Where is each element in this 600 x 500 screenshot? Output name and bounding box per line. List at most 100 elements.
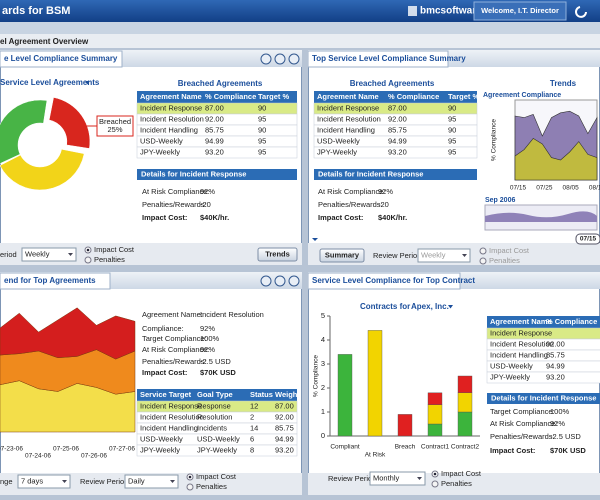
radio[interactable] (479, 247, 487, 255)
welcome-box (473, 1, 567, 21)
select-box[interactable] (417, 248, 471, 263)
label: 87.00 (205, 103, 224, 112)
label: Monthly (373, 473, 400, 482)
label: Incident Handling (140, 423, 198, 432)
panel-icon[interactable] (260, 53, 272, 65)
label: USD-Weekly (197, 434, 240, 443)
label: Target Compliance: (142, 334, 207, 343)
label: Review Period (80, 477, 128, 486)
label: Details for Incident Response (141, 169, 246, 178)
logo-icon (408, 6, 417, 16)
label: 92% (378, 187, 393, 196)
label: JPY-Weekly (140, 445, 180, 454)
bar (457, 392, 473, 413)
radio[interactable] (479, 257, 487, 265)
select-box[interactable] (124, 474, 179, 489)
select-box[interactable] (21, 247, 77, 262)
label: 3 (321, 359, 325, 368)
bar (427, 423, 443, 437)
panel-tab (0, 272, 111, 290)
label: Impact Cost (489, 246, 530, 255)
panel-icon[interactable] (274, 275, 286, 287)
label: 4 (321, 335, 325, 344)
label: Agreement Name: (142, 310, 203, 319)
panel-icon[interactable] (288, 53, 300, 65)
panel-tab (0, 50, 123, 68)
label: Summary (325, 250, 360, 259)
dropdown-arrow[interactable] (448, 305, 453, 309)
label: 92.00 (388, 114, 407, 123)
label: 07-26-06 (81, 453, 107, 460)
dropdown-arrow[interactable] (85, 81, 90, 85)
bar (427, 392, 443, 406)
label: -2.5 USD (550, 432, 581, 441)
label: 92% (550, 419, 565, 428)
details-header (487, 393, 600, 404)
label: Weekly (25, 249, 50, 258)
label: 92.00 (546, 339, 565, 348)
label: Details for Incident Response (491, 393, 596, 402)
breadcrumb-bar (0, 34, 600, 48)
label: 87.00 (388, 103, 407, 112)
panel-icon[interactable] (288, 275, 300, 287)
label: 85.75 (546, 350, 565, 359)
label: 07/25 (536, 185, 553, 192)
button[interactable] (257, 247, 298, 262)
label: Review Period (328, 474, 376, 483)
label: Incidents (197, 423, 227, 432)
label: 90 (448, 125, 456, 134)
slider[interactable] (575, 233, 600, 245)
label: $70K USD (200, 368, 236, 377)
label: Breached Agreements (178, 79, 263, 88)
select-box[interactable] (17, 474, 71, 489)
label: 85.75 (275, 423, 294, 432)
label: Impact Cost: (142, 368, 187, 377)
select-box[interactable] (369, 471, 426, 486)
panel-icon[interactable] (260, 275, 272, 287)
label: Apex, Inc. (411, 302, 449, 311)
label: % Compliance (205, 92, 256, 101)
label: 95 (448, 136, 456, 145)
label: -2.5 USD (200, 357, 231, 366)
panel-icon[interactable] (274, 53, 286, 65)
label: Service Level Compliance for Top Contrac… (312, 276, 475, 285)
trend-area (514, 138, 598, 181)
label: 92.00 (275, 412, 294, 421)
label: 93.20 (275, 445, 294, 454)
panel: e Level Compliance Summary Service Level … (0, 50, 302, 265)
table-header (487, 316, 600, 328)
button[interactable] (319, 248, 365, 263)
label: Incident Resolution (317, 114, 381, 123)
table-header (314, 91, 477, 103)
label: 25% (107, 125, 122, 134)
label: 07-27-06 (109, 446, 135, 453)
panel: Service Level Compliance for Top Contrac… (308, 272, 600, 495)
label: -20 (378, 200, 389, 209)
label: JPY-Weekly (490, 372, 530, 381)
select-arrow (62, 480, 67, 483)
radio[interactable] (431, 480, 439, 488)
label: Service Level Agreements (0, 78, 100, 87)
radio-dot (86, 248, 90, 252)
donut-segment (0, 148, 85, 191)
label: 14 (250, 423, 258, 432)
select-arrow (68, 253, 73, 256)
radio[interactable] (84, 256, 92, 264)
label: Daily (128, 476, 145, 485)
label: Breach (395, 444, 416, 451)
label: 95 (258, 114, 266, 123)
label: Penalties/Rewards: (318, 200, 383, 209)
label: Weekly (421, 250, 446, 259)
table-row (313, 146, 478, 159)
label: 5 (321, 311, 325, 320)
refresh-icon[interactable] (575, 6, 587, 18)
label: USD-Weekly (317, 136, 360, 145)
details-header (314, 169, 477, 180)
label: 100% (200, 334, 220, 343)
label: $40K/hr. (200, 213, 229, 222)
details-header (137, 169, 297, 180)
label: Trends (550, 79, 577, 88)
radio[interactable] (186, 483, 194, 491)
label: $40K/hr. (378, 213, 407, 222)
label: 92.00 (205, 114, 224, 123)
